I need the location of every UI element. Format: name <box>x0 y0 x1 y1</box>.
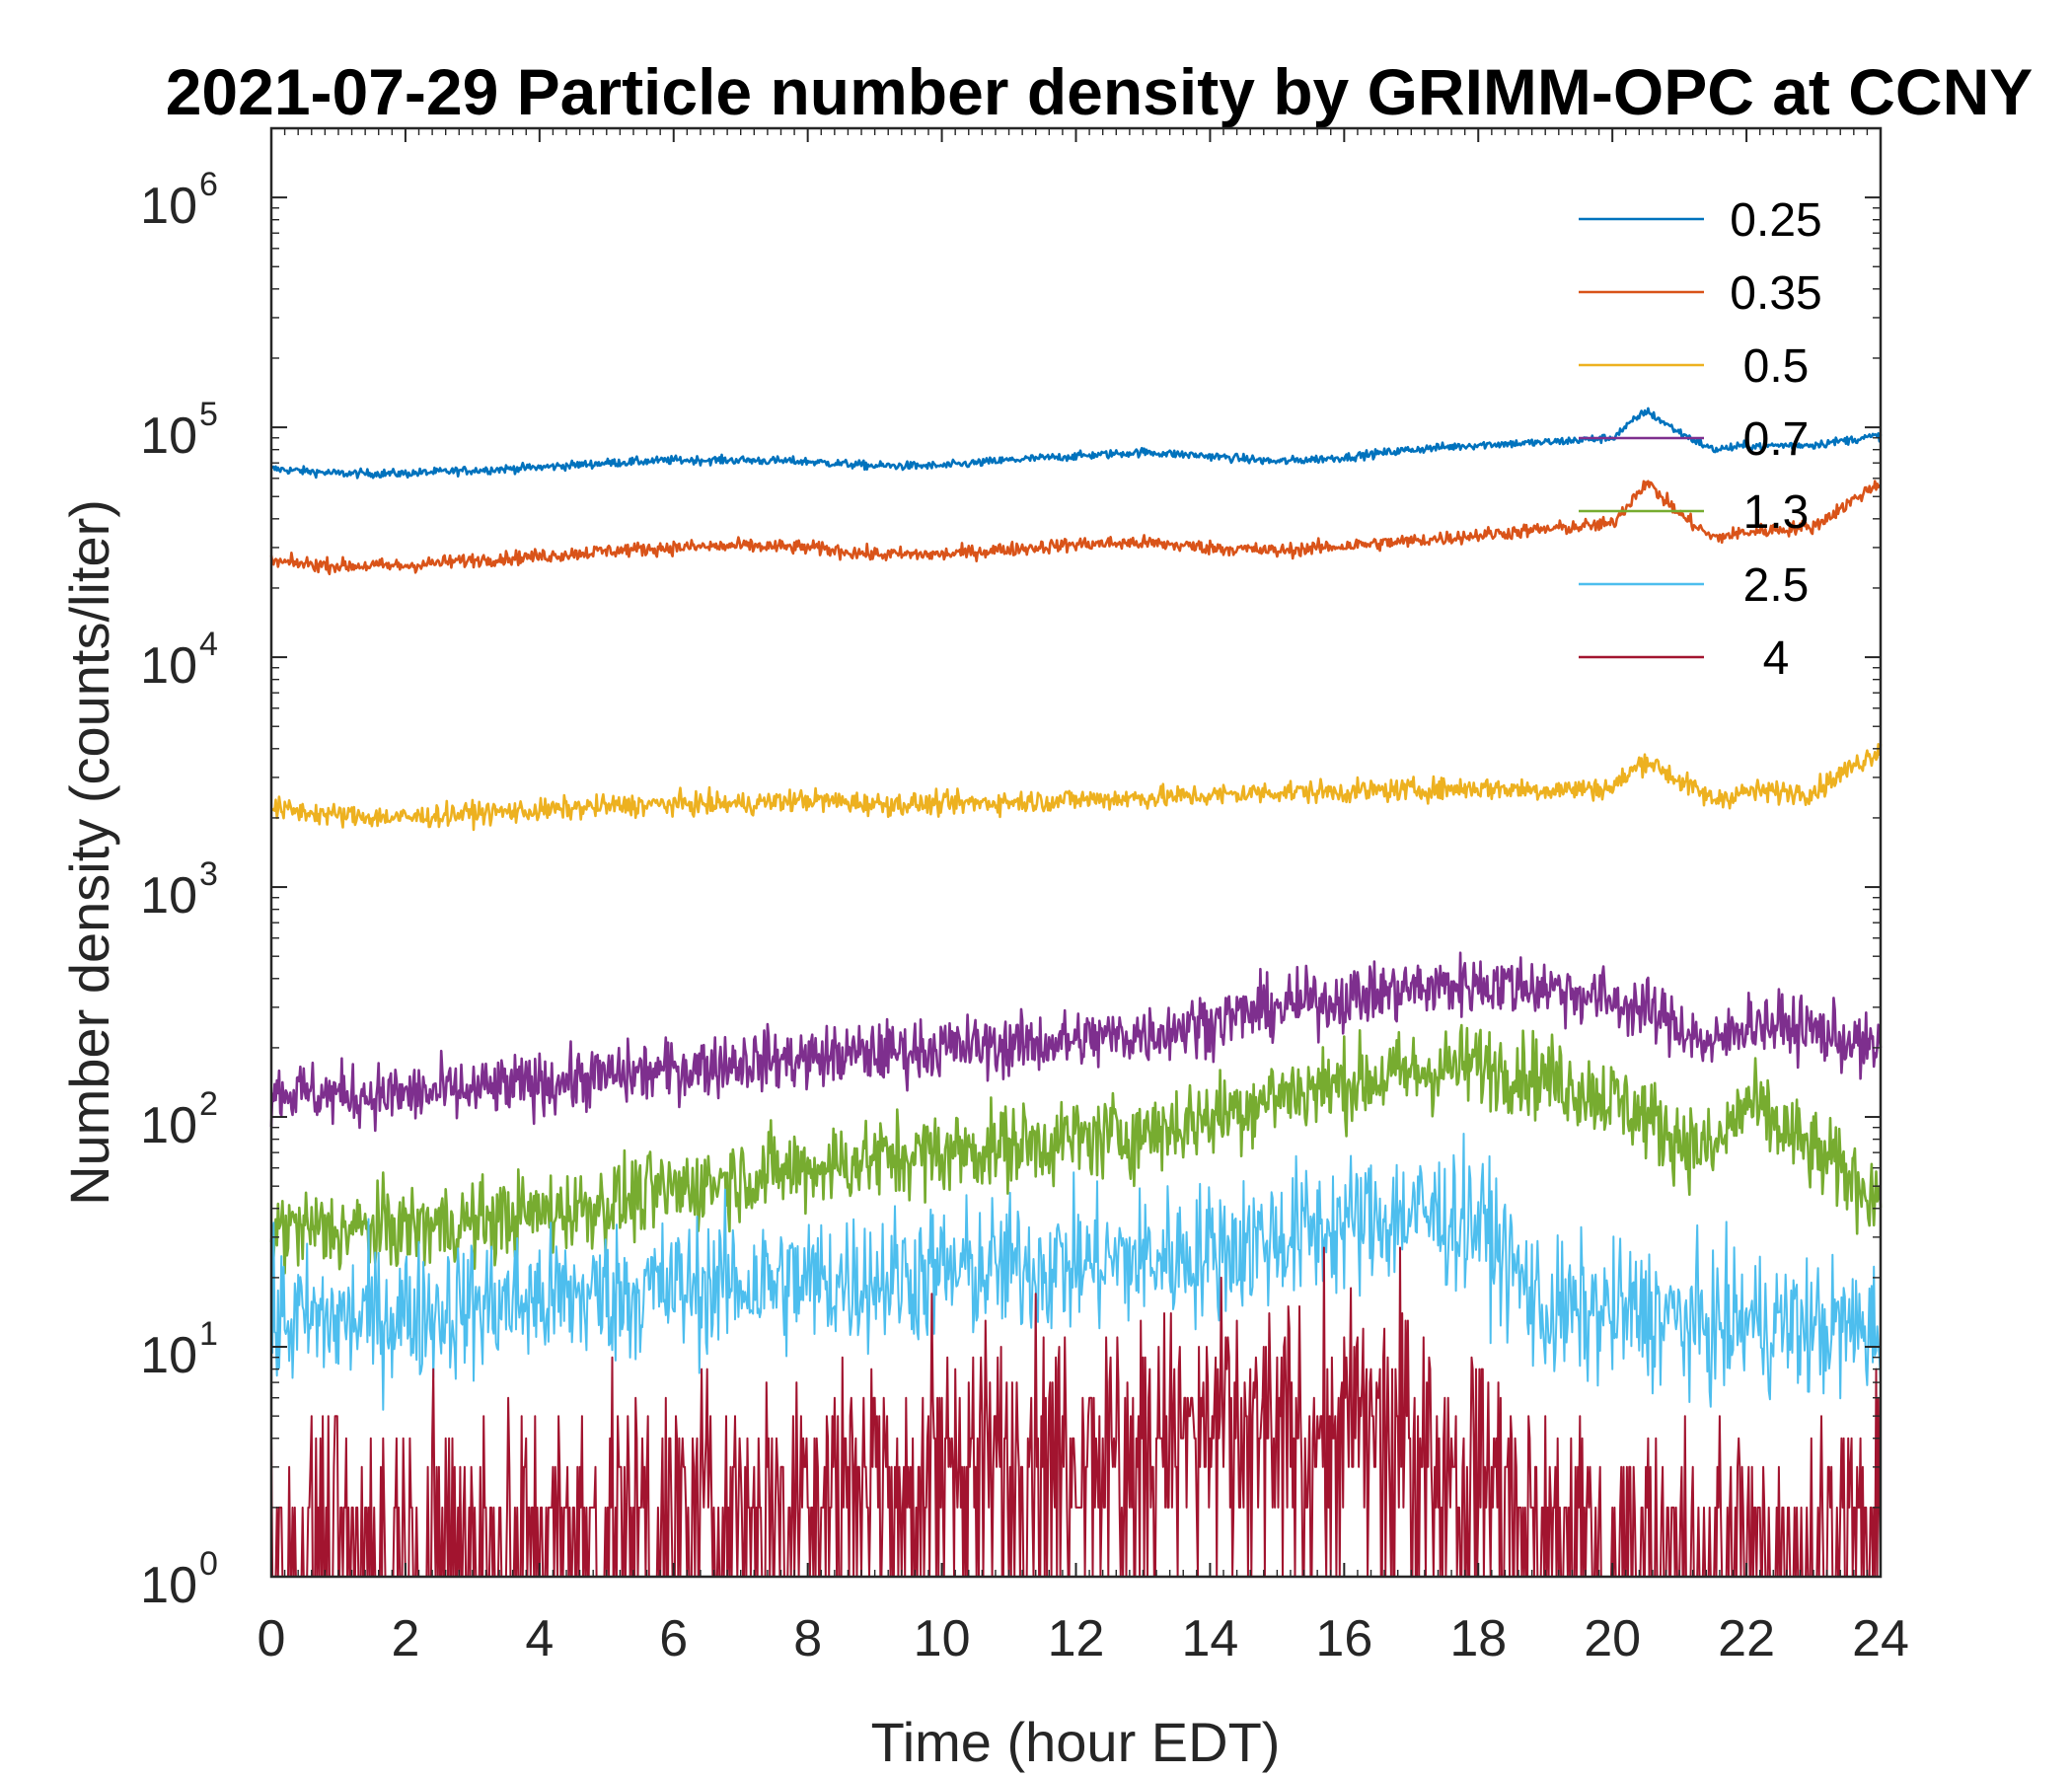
x-tick-label: 14 <box>1181 1610 1238 1667</box>
series-line-0-35 <box>269 480 1882 576</box>
plot-background <box>271 128 1881 1577</box>
y-tick-exponent: 3 <box>199 855 218 893</box>
x-tick-label: 10 <box>914 1610 971 1667</box>
legend-label: 0.25 <box>1730 194 1821 247</box>
y-tick-exponent: 1 <box>199 1315 218 1353</box>
plot-area <box>269 126 1883 1579</box>
y-tick-exponent: 0 <box>199 1545 218 1583</box>
y-tick-exponent: 4 <box>199 626 218 663</box>
legend: 0.25 0.35 0.5 0.7 1.3 2.5 4 <box>1579 194 1822 685</box>
legend-label: 0.35 <box>1730 267 1821 320</box>
x-tick-label: 24 <box>1852 1610 1909 1667</box>
x-tick-label: 22 <box>1718 1610 1775 1667</box>
x-tick-label: 8 <box>793 1610 822 1667</box>
y-tick-label: 10 <box>140 867 197 925</box>
series-line-1-3 <box>269 1023 1883 1275</box>
series-line-2-5 <box>270 1133 1882 1411</box>
legend-label: 1.3 <box>1743 486 1810 539</box>
legend-label: 4 <box>1763 632 1790 685</box>
x-tick-label: 12 <box>1048 1610 1105 1667</box>
series-line-0-5 <box>270 742 1883 832</box>
x-tick-label: 4 <box>525 1610 554 1667</box>
y-tick-label: 10 <box>140 1097 197 1154</box>
y-tick-label: 10 <box>140 1327 197 1384</box>
y-tick-label: 10 <box>140 178 197 235</box>
x-tick-label: 0 <box>258 1610 286 1667</box>
x-tick-label: 20 <box>1584 1610 1641 1667</box>
legend-label: 2.5 <box>1743 559 1810 612</box>
y-tick-exponent: 2 <box>199 1085 218 1123</box>
y-tick-label: 10 <box>140 407 197 465</box>
x-axis-label: Time (hour EDT) <box>871 1711 1281 1773</box>
x-axis-tick-labels: 0 2 4 6 8 10 12 14 16 18 20 22 24 <box>258 1610 1909 1667</box>
x-tick-label: 2 <box>391 1610 419 1667</box>
x-tick-label: 16 <box>1315 1610 1372 1667</box>
x-tick-label: 18 <box>1449 1610 1507 1667</box>
y-tick-label: 10 <box>140 1557 197 1614</box>
legend-label: 0.7 <box>1743 413 1810 466</box>
ticks-layer <box>270 127 1882 1578</box>
y-axis-label: Number density (counts/liter) <box>58 499 120 1206</box>
y-tick-label: 10 <box>140 637 197 695</box>
y-tick-exponent: 5 <box>199 396 218 433</box>
series-line-0-7 <box>269 951 1883 1133</box>
chart-title: 2021-07-29 Particle number density by GR… <box>166 55 2034 128</box>
y-tick-exponent: 6 <box>199 166 218 203</box>
x-tick-label: 6 <box>659 1610 688 1667</box>
legend-label: 0.5 <box>1743 340 1810 393</box>
